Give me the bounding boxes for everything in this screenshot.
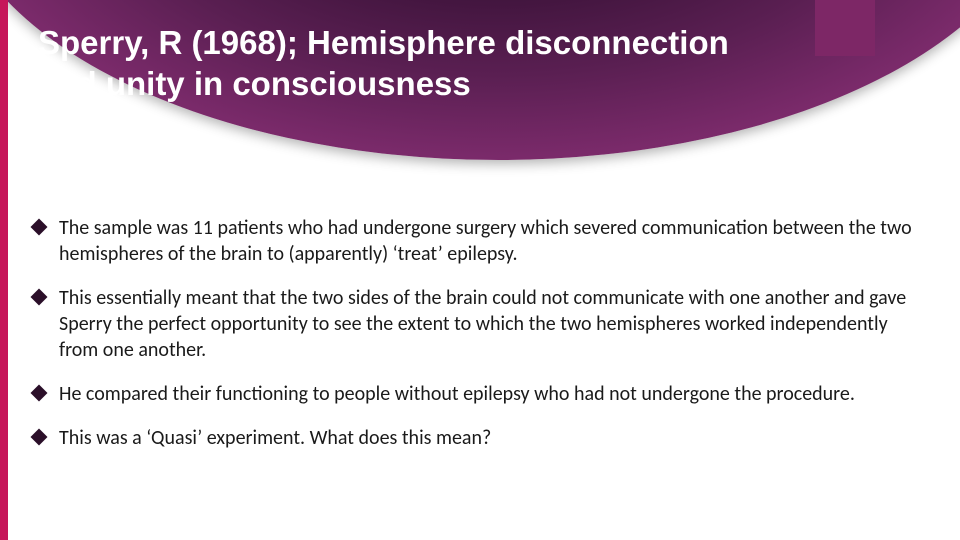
header-band: Sperry, R (1968); Hemisphere disconnecti… [8, 0, 960, 190]
bullet-text: He compared their functioning to people … [59, 381, 913, 407]
list-item: This was a ‘Quasi’ experiment. What does… [33, 425, 913, 451]
list-item: He compared their functioning to people … [33, 381, 913, 407]
bullet-text: This essentially meant that the two side… [59, 285, 913, 363]
list-item: This essentially meant that the two side… [33, 285, 913, 363]
diamond-bullet-icon [31, 289, 48, 306]
bullet-text: The sample was 11 patients who had under… [59, 215, 913, 267]
list-item: The sample was 11 patients who had under… [33, 215, 913, 267]
accent-bar [0, 0, 8, 540]
bullet-text: This was a ‘Quasi’ experiment. What does… [59, 425, 913, 451]
diamond-bullet-icon [31, 385, 48, 402]
corner-tab-decoration [815, 0, 875, 56]
diamond-bullet-icon [31, 219, 48, 236]
diamond-bullet-icon [31, 429, 48, 446]
slide-title: Sperry, R (1968); Hemisphere disconnecti… [38, 22, 758, 105]
content-area: The sample was 11 patients who had under… [33, 215, 913, 469]
slide-container: Sperry, R (1968); Hemisphere disconnecti… [8, 0, 960, 540]
